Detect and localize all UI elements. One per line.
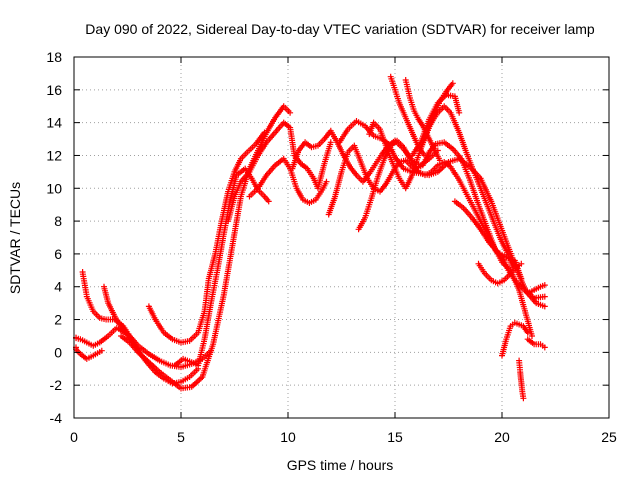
plot-frame	[73, 56, 610, 419]
x-tick-label: 20	[494, 429, 510, 445]
series-arc-8	[225, 119, 334, 225]
y-tick-label: 6	[54, 246, 62, 262]
point-markers	[246, 155, 330, 206]
point-markers	[499, 319, 531, 359]
x-tick-label: 0	[70, 429, 78, 445]
point-markers	[417, 80, 456, 152]
y-tick-label: 4	[54, 279, 62, 295]
x-axis-label: GPS time / hours	[287, 457, 394, 473]
point-markers	[475, 260, 525, 287]
series-arc-22	[516, 357, 527, 402]
series-arc-23	[524, 336, 548, 351]
point-markers	[225, 119, 334, 225]
point-markers	[171, 165, 272, 369]
y-tick-label: 10	[46, 180, 62, 196]
series-arc-21	[499, 319, 531, 359]
x-tick-label: 25	[601, 429, 617, 445]
y-tick-label: -2	[50, 377, 63, 393]
x-tick-label: 10	[280, 429, 296, 445]
y-tick-label: 14	[46, 115, 62, 131]
series-arc-13	[355, 137, 548, 310]
series-arc-2	[73, 344, 105, 362]
y-tick-label: 2	[54, 312, 62, 328]
y-tick-label: 8	[54, 213, 62, 229]
series-arc-7	[171, 165, 272, 369]
y-tick-label: -4	[50, 410, 63, 426]
y-tick-label: 16	[46, 82, 62, 98]
point-markers	[524, 336, 548, 351]
point-markers	[524, 282, 548, 297]
series-arc-20	[475, 260, 525, 287]
series-arc-5	[145, 129, 268, 346]
series-arc-18	[417, 80, 456, 152]
y-tick-label: 0	[54, 344, 62, 360]
series-arc-9	[246, 155, 330, 206]
x-tick-label: 5	[177, 429, 185, 445]
y-axis-label: SDTVAR / TECUs	[7, 182, 23, 294]
point-markers	[516, 357, 527, 402]
chart-title: Day 090 of 2022, Sidereal Day-to-day VTE…	[85, 21, 595, 37]
series-arc-24	[524, 282, 548, 297]
series-arc-4	[101, 283, 202, 387]
axis-ticks: 0 5 10 15 20 25 -4 -2 0 2 4 6 8 10 12 14 16 18	[46, 49, 617, 445]
point-markers	[145, 129, 268, 346]
point-markers	[355, 137, 548, 310]
grid	[74, 57, 609, 418]
x-tick-label: 15	[387, 429, 403, 445]
point-markers	[101, 283, 202, 387]
y-tick-label: 18	[46, 49, 62, 65]
data-points	[73, 73, 548, 402]
y-tick-label: 12	[46, 147, 62, 163]
point-markers	[73, 344, 105, 362]
